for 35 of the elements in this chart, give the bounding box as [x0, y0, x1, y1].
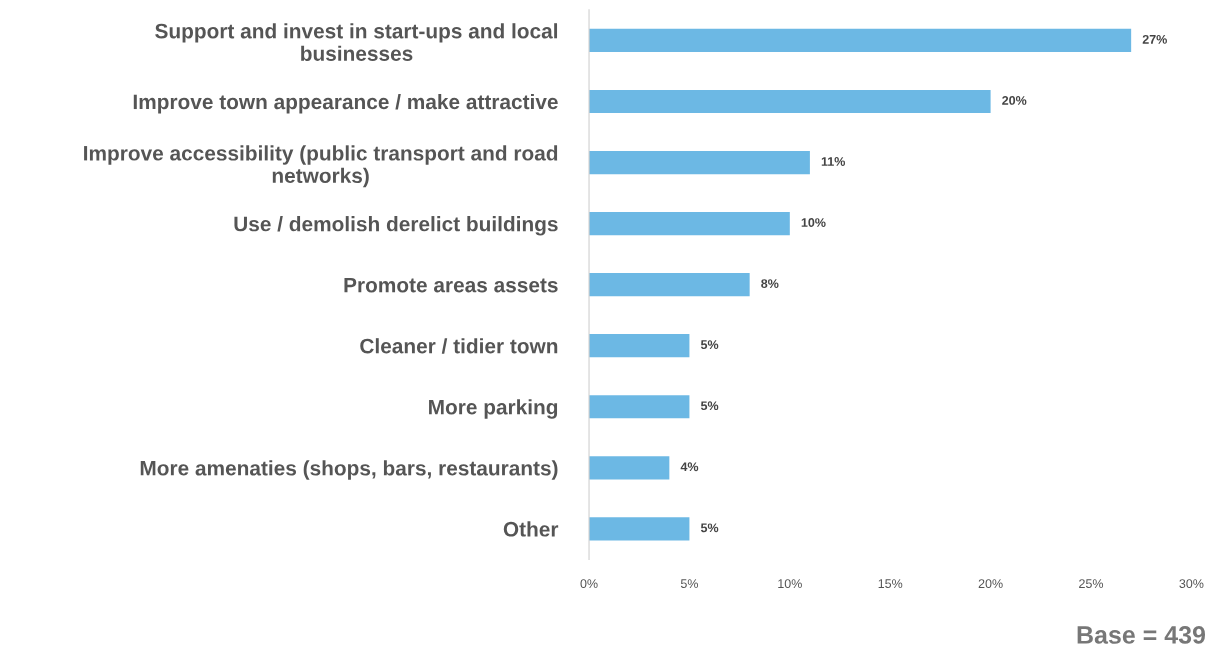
y-tick-label: More amenaties (shops, bars, restaurants): [140, 460, 558, 480]
data-label: 20%: [1002, 96, 1027, 105]
data-label: 5%: [700, 523, 719, 533]
x-tick-label: 10%: [778, 579, 802, 589]
x-tick-label: 20%: [978, 579, 1003, 589]
x-tick-label: 0%: [580, 579, 598, 589]
text: Base = 439: [1077, 626, 1206, 644]
y-tick-label: Use / demolish derelict buildings: [234, 216, 558, 236]
x-tick-label: 15%: [878, 579, 903, 589]
x-tick-label: 25%: [1079, 579, 1104, 589]
bar: [589, 212, 790, 236]
y-tick-label: Improve town appearance / make attractive: [133, 93, 558, 114]
x-tick-label: 30%: [1179, 579, 1204, 589]
y-tick-label: Cleaner / tidier town: [360, 338, 558, 354]
bar: [589, 150, 810, 175]
y-tick-label: Other: [503, 521, 559, 537]
data-label: 10%: [801, 218, 826, 227]
bar: [589, 456, 670, 480]
bar: [589, 28, 1132, 53]
data-label: 5%: [700, 340, 719, 350]
data-label: 8%: [761, 279, 779, 289]
bar: [589, 334, 690, 358]
data-label: 4%: [680, 462, 699, 472]
data-label: 11%: [821, 157, 846, 166]
bar: [589, 395, 690, 419]
y-tick-label: Promote areas assets: [344, 277, 558, 293]
y-tick-label: More parking: [429, 399, 558, 419]
y-tick-label: Support and invest in start-ups and local businesses: [155, 23, 558, 61]
bar: [589, 273, 750, 297]
y-tick-label: Improve accessibility (public transport and road networks): [84, 145, 558, 188]
data-label: 5%: [700, 401, 719, 411]
x-tick-label: 5%: [680, 579, 699, 589]
data-label: 27%: [1142, 34, 1167, 44]
bar: [589, 89, 991, 114]
bar: [589, 517, 690, 541]
